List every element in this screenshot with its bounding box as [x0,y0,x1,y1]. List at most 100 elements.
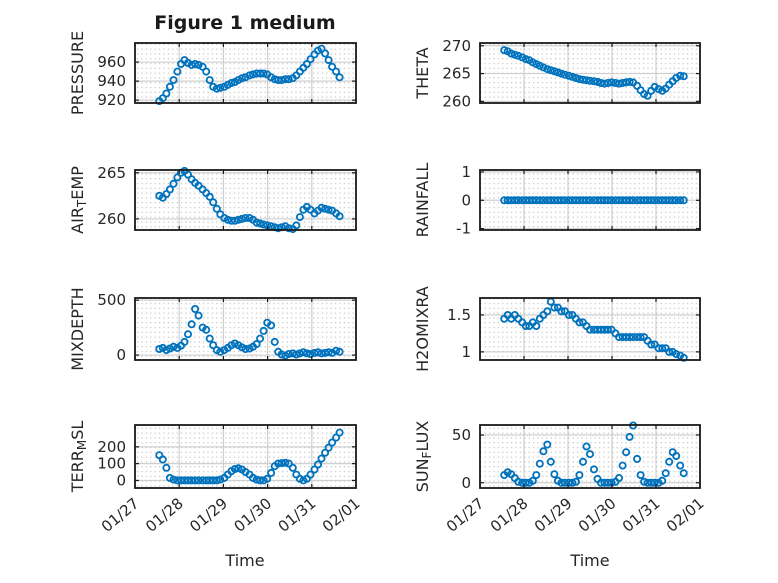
x-tick-label: 02/01 [663,494,708,536]
data-point [676,71,685,80]
data-point [654,344,663,353]
data-point [205,76,214,85]
data-point [582,76,591,85]
y-tick-label: 200 [97,438,126,456]
data-point [586,450,595,459]
data-point [180,337,189,346]
x-tick-label: 01/30 [575,494,620,536]
data-point [299,348,308,357]
data-point [324,443,333,452]
x-tick-label: 01/31 [619,494,664,536]
data-point [668,196,677,205]
data-point [284,349,293,358]
data-point [259,69,268,78]
y-tick-label: 0 [461,191,471,209]
plot-box [134,424,357,489]
data-point [173,67,182,76]
y-axis-label-sunflux: SUNFLUX [413,421,434,493]
data-point [557,478,566,487]
data-point [564,310,573,319]
data-point [543,440,552,449]
data-point [679,72,688,81]
data-point [165,185,174,194]
data-point [672,196,681,205]
y-tick-label: 265 [97,164,126,182]
y-tick-label: 0 [116,346,126,364]
data-point [191,304,200,313]
data-point [328,438,337,447]
data-series-terrmsl [155,428,344,485]
y-axis-label-pressure: PRESSURE [68,31,87,115]
data-point [647,196,656,205]
x-tick-label: 01/29 [186,494,231,536]
data-point [281,458,290,467]
data-point [535,196,544,205]
data-point [230,216,239,225]
y-axis-label-mixdepth: MIXDEPTH [68,287,87,370]
data-point [194,60,203,69]
data-point [604,196,613,205]
data-point [568,478,577,487]
data-point [324,205,333,214]
data-point [292,350,301,359]
data-point [212,84,221,93]
data-point [607,78,616,87]
data-point [636,333,645,342]
data-point [274,76,283,85]
data-point [256,69,265,78]
y-tick-label: 100 [97,455,126,473]
x-tick-label: 01/31 [275,494,320,536]
data-point [321,204,330,213]
data-point [625,196,634,205]
y-tick-label: 500 [97,291,126,309]
data-point [604,325,613,334]
data-point [216,347,225,356]
data-point [321,49,330,58]
y-axis-label-theta: THETA [413,47,432,99]
data-point [643,478,652,487]
y-tick-label: 270 [442,37,471,55]
data-point [180,476,189,485]
data-point [248,70,257,79]
subplot-airtemp: 260 265 AIRTEMP [68,164,357,234]
data-point [256,476,265,485]
data-point [586,196,595,205]
data-point [183,330,192,339]
plot-box [479,297,701,361]
data-point [629,196,638,205]
data-point [194,311,203,320]
data-point [306,349,315,358]
data-point [528,476,537,485]
plot-box [134,42,357,104]
data-point [560,70,569,79]
data-point [650,478,659,487]
data-point [654,196,663,205]
data-point [256,334,265,343]
data-point [270,75,279,84]
data-point [665,457,674,466]
data-point [500,46,509,55]
y-tick-label: 920 [97,91,126,109]
data-point [241,344,250,353]
data-point [328,62,337,71]
data-point [543,196,552,205]
data-point [532,196,541,205]
plot-box [134,169,357,231]
data-point [324,56,333,65]
data-point [277,350,286,359]
data-point [194,476,203,485]
data-point [650,196,659,205]
data-point [575,318,584,327]
data-point [514,196,523,205]
data-point [212,204,221,213]
data-point [629,333,638,342]
data-point [676,196,685,205]
data-point [546,196,555,205]
x-tick-label: 01/29 [531,494,576,536]
data-series-pressure [155,44,344,106]
data-point [543,307,552,316]
data-point [521,321,530,330]
data-point [216,83,225,92]
data-point [640,196,649,205]
